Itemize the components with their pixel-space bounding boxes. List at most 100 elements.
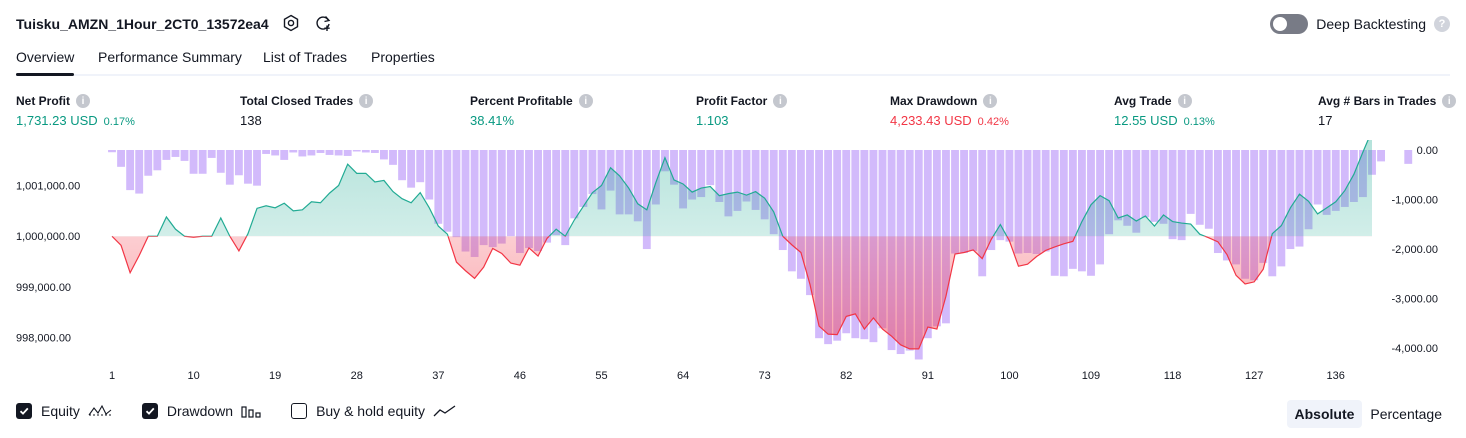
x-tick: 109: [1082, 370, 1100, 382]
x-tick: 19: [269, 370, 281, 382]
y-right-tick: -4,000.00: [1392, 343, 1438, 355]
drawdown-bar: [1168, 150, 1177, 240]
drawdown-bar: [461, 150, 470, 252]
line-chart-icon: [433, 404, 457, 418]
x-tick: 10: [187, 370, 199, 382]
drawdown-bar: [525, 150, 533, 249]
drawdown-bar: [497, 150, 506, 244]
drawdown-bar: [1223, 150, 1231, 261]
info-icon[interactable]: i: [578, 94, 593, 108]
drawdown-bar: [706, 150, 715, 186]
legend-drawdown-label: Drawdown: [166, 403, 234, 419]
x-tick: 1: [109, 370, 115, 382]
x-tick: 118: [1164, 370, 1182, 382]
drawdown-bar: [425, 150, 434, 200]
drawdown-bar: [733, 150, 742, 211]
drawdown-bar: [1050, 150, 1059, 276]
metric-profit-factor: Profit Factor i 1.103: [696, 94, 788, 128]
drawdown-bar: [742, 150, 751, 202]
x-tick: 28: [351, 370, 363, 382]
drawdown-bar: [171, 150, 180, 157]
drawdown-bar: [787, 150, 796, 272]
drawdown-bar: [307, 150, 316, 156]
drawdown-bar: [470, 150, 479, 257]
info-icon[interactable]: i: [1177, 94, 1192, 108]
drawdown-bar: [389, 150, 397, 165]
drawdown-bar: [670, 150, 678, 185]
drawdown-bar: [633, 150, 642, 222]
help-icon[interactable]: ?: [1434, 16, 1450, 32]
legend-equity-label: Equity: [41, 403, 80, 419]
drawdown-bar: [534, 150, 542, 252]
drawdown-bar: [688, 150, 697, 200]
legend-buy-hold[interactable]: Buy & hold equity: [291, 403, 457, 419]
deep-backtesting-toggle[interactable]: [1270, 14, 1309, 34]
drawdown-bar: [1259, 150, 1268, 263]
drawdown-bar: [1241, 150, 1250, 279]
drawdown-bar: [1213, 150, 1222, 254]
x-tick: 55: [595, 370, 607, 382]
x-tick: 91: [922, 370, 934, 382]
drawdown-bar: [443, 150, 452, 232]
legend-equity[interactable]: Equity: [16, 403, 112, 419]
refresh-icon[interactable]: [312, 12, 334, 34]
drawdown-bar: [452, 150, 461, 238]
percentage-button[interactable]: Percentage: [1370, 406, 1442, 422]
tab-overview[interactable]: Overview: [16, 49, 75, 76]
drawdown-bar: [1186, 150, 1195, 214]
tab-list-of-trades[interactable]: List of Trades: [263, 49, 348, 65]
drawdown-bar: [1313, 150, 1322, 205]
drawdown-bar: [434, 150, 443, 224]
drawdown-bar: [588, 150, 597, 195]
strategy-title: Tuisku_AMZN_1Hour_2CT0_13572ea4: [16, 16, 269, 32]
metric-label: Total Closed Trades: [240, 94, 354, 108]
view-mode-switch: Absolute Percentage: [1286, 400, 1451, 428]
drawdown-bar: [1105, 150, 1114, 235]
drawdown-bar: [624, 150, 633, 215]
metric-percent-profitable: Percent Profitable i 38.41%: [470, 94, 593, 128]
drawdown-bar: [126, 150, 135, 191]
metric-label: Net Profit: [16, 94, 70, 108]
bar-chart-icon: [241, 404, 261, 418]
equity-area-positive: [112, 140, 1372, 237]
drawdown-bar: [325, 150, 334, 155]
legend-drawdown[interactable]: Drawdown: [141, 403, 261, 419]
drawdown-bar: [1032, 150, 1041, 254]
drawdown-bar: [1041, 150, 1050, 252]
metric-percent: 0.42%: [977, 116, 1009, 128]
drawdown-bar: [316, 150, 325, 153]
deep-backtesting: Deep Backtesting ?: [1270, 14, 1450, 34]
metric-avg-trade: Avg Trade i 12.55 USD 0.13%: [1114, 94, 1215, 128]
tab-properties[interactable]: Properties: [371, 49, 435, 65]
drawdown-bar: [597, 150, 606, 210]
drawdown-bar: [108, 150, 116, 153]
report-tabs: Overview Performance Summary List of Tra…: [16, 44, 1450, 76]
drawdown-bar: [479, 150, 488, 246]
drawdown-bar: [189, 150, 198, 174]
drawdown-bar: [334, 150, 343, 156]
drawdown-bar: [806, 150, 814, 296]
info-icon[interactable]: i: [76, 94, 90, 108]
drawdown-bar: [651, 150, 660, 205]
info-icon[interactable]: i: [983, 94, 998, 108]
drawdown-bar: [262, 150, 271, 154]
drawdown-bar: [162, 150, 171, 160]
drawdown-checkbox[interactable]: [141, 403, 158, 419]
metric-value: 1.103: [696, 113, 729, 128]
y-right-tick: -3,000.00: [1392, 294, 1438, 306]
drawdown-bar: [207, 150, 216, 158]
info-icon[interactable]: i: [773, 94, 788, 108]
equity-checkbox[interactable]: [16, 403, 32, 419]
drawdown-bar: [796, 150, 805, 279]
y-right-tick: 0.00: [1417, 145, 1438, 157]
settings-icon[interactable]: [280, 12, 302, 34]
metric-value: 38.41%: [470, 113, 515, 128]
tab-performance-summary[interactable]: Performance Summary: [98, 49, 242, 65]
buy-hold-checkbox[interactable]: [291, 403, 308, 419]
info-icon[interactable]: i: [1442, 94, 1457, 108]
metric-label: Avg Trade: [1114, 94, 1172, 108]
absolute-button[interactable]: Absolute: [1286, 400, 1363, 428]
info-icon[interactable]: i: [359, 94, 374, 108]
metric-net-profit: Net Profit i 1,731.23 USD 0.17%: [16, 94, 135, 128]
drawdown-bar: [117, 150, 125, 167]
